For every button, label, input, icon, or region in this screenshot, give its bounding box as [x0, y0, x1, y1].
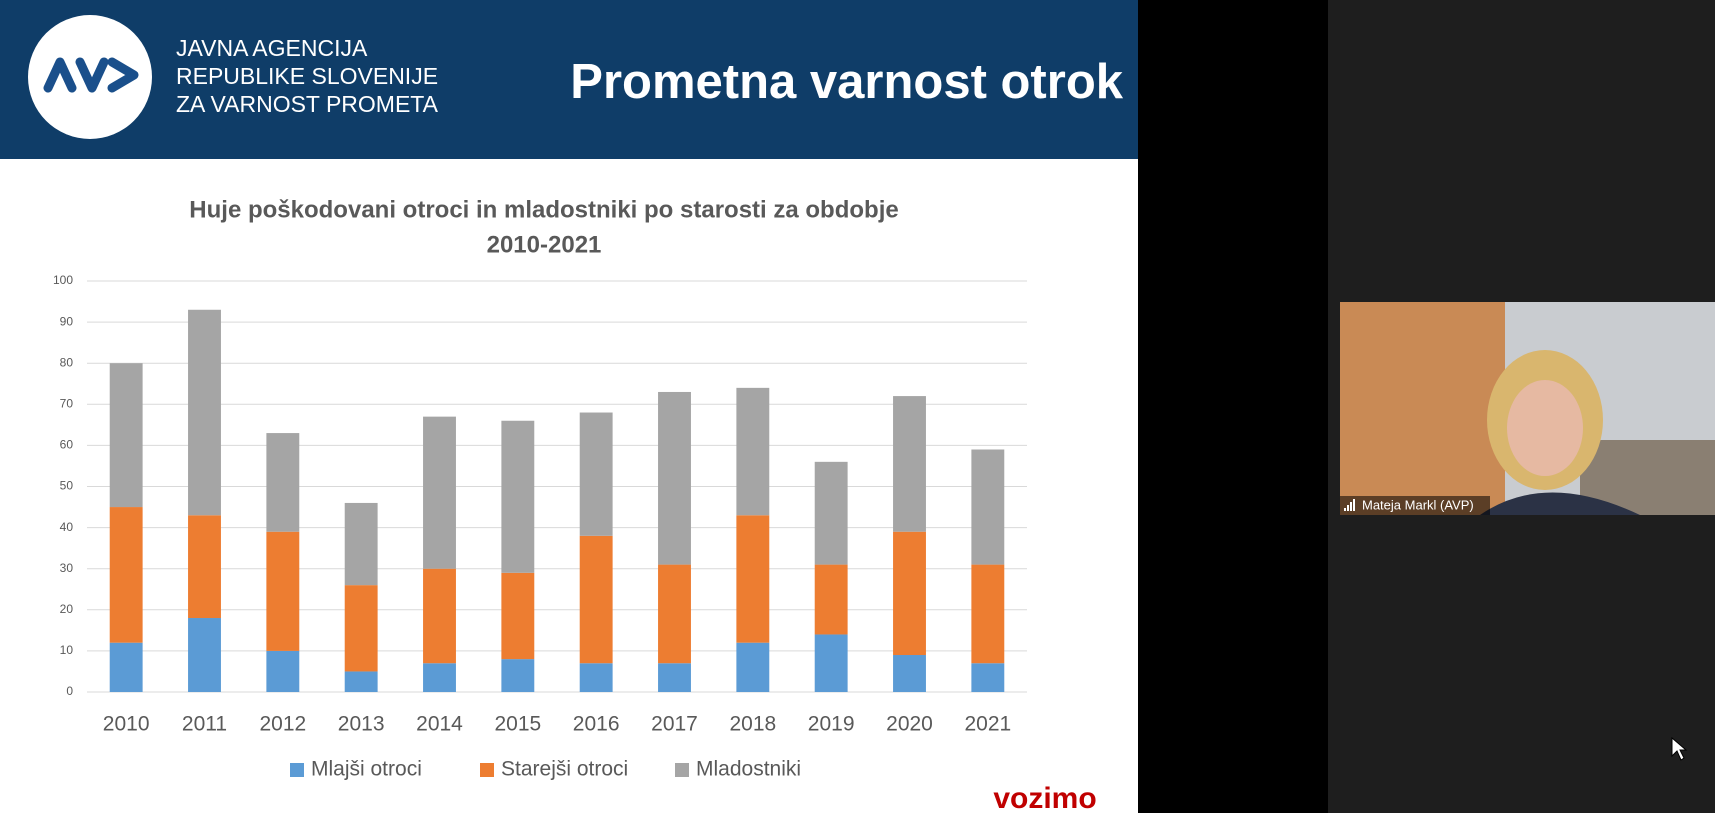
bar-segment	[893, 655, 926, 692]
bar-segment	[736, 642, 770, 692]
video-face	[1507, 380, 1583, 476]
x-tick-label: 2010	[103, 713, 150, 736]
legend-label: Starejši otroci	[501, 758, 628, 781]
x-tick-label: 2013	[338, 713, 385, 736]
bar-segment	[501, 572, 535, 660]
y-tick-label: 20	[60, 602, 74, 616]
bar-segment	[579, 412, 613, 536]
x-tick-label: 2012	[259, 713, 306, 736]
y-tick-label: 100	[53, 273, 73, 287]
bar-segment	[188, 618, 221, 692]
logo-text: JAVNA AGENCIJA	[176, 35, 368, 61]
x-tick-label: 2020	[886, 713, 933, 736]
x-tick-label: 2015	[494, 713, 541, 736]
bar-segment	[814, 461, 848, 565]
bar-segment	[344, 502, 378, 586]
bar-segment	[579, 535, 613, 664]
cursor	[1671, 736, 1688, 761]
x-tick-label: 2021	[964, 713, 1011, 736]
bar-segment	[344, 585, 378, 672]
legend-label: Mladostniki	[696, 758, 801, 781]
bar-segment	[893, 531, 926, 656]
bar-segment	[344, 671, 378, 692]
bar-segment	[266, 531, 300, 651]
video-body	[1480, 492, 1640, 515]
bar-segment	[736, 387, 770, 516]
y-tick-label: 30	[60, 561, 74, 575]
y-tick-label: 50	[60, 479, 74, 493]
bar-segment	[501, 420, 535, 573]
bar-segment	[109, 642, 143, 692]
x-tick-label: 2017	[651, 713, 698, 736]
y-tick-label: 80	[60, 355, 74, 369]
x-tick-label: 2016	[573, 713, 620, 736]
bar-segment	[658, 564, 691, 664]
bar-segment	[266, 650, 300, 692]
bar-segment	[109, 507, 143, 643]
footer-logo: vozimo	[993, 782, 1096, 813]
logo-text: ZA VARNOST PROMETA	[176, 91, 439, 117]
bar-segment	[501, 659, 535, 692]
logo-mark	[43, 57, 139, 93]
bar-segment	[814, 564, 848, 635]
bar-segment	[893, 396, 926, 532]
legend-swatch	[675, 763, 689, 777]
signal-icon	[1344, 499, 1355, 511]
y-tick-label: 40	[60, 520, 74, 534]
bar-segment	[109, 363, 143, 508]
legend-swatch	[290, 763, 304, 777]
y-tick-label: 70	[60, 396, 74, 410]
bar-segment	[971, 564, 1005, 664]
bar-segment	[579, 663, 613, 692]
participant-name: Mateja Markl (AVP)	[1362, 497, 1474, 512]
bar-segment	[188, 309, 221, 516]
legend-swatch	[480, 763, 494, 777]
bar-segment	[736, 515, 770, 643]
y-tick-label: 0	[66, 684, 73, 698]
bar-segment	[423, 663, 456, 692]
x-tick-label: 2019	[808, 713, 855, 736]
slide-title: Prometna varnost otrok	[570, 55, 1123, 109]
black-bar	[1138, 0, 1328, 813]
chart-title: Huje poškodovani otroci in mladostniki p…	[189, 196, 898, 223]
y-tick-label: 10	[60, 643, 74, 657]
video-tile: Mateja Markl (AVP)	[1340, 302, 1715, 515]
bar-segment	[658, 391, 691, 565]
bar-segment	[266, 433, 300, 532]
x-tick-label: 2011	[182, 713, 227, 736]
y-tick-label: 90	[60, 314, 74, 328]
slide-header	[0, 0, 1138, 159]
bar-segment	[188, 515, 221, 619]
logo-text: REPUBLIKE SLOVENIJE	[176, 63, 438, 89]
legend-label: Mlajši otroci	[311, 758, 422, 781]
bar-segment	[658, 663, 691, 692]
bar-segment	[423, 416, 456, 569]
bar-segment	[423, 568, 456, 664]
video-cabinet	[1340, 302, 1505, 515]
x-tick-label: 2014	[416, 713, 463, 736]
bar-segment	[814, 634, 848, 692]
x-tick-label: 2018	[729, 713, 776, 736]
y-tick-label: 60	[60, 438, 74, 452]
name-label-bg	[1340, 496, 1490, 515]
chart-title: 2010-2021	[487, 231, 602, 258]
bar-segment	[971, 663, 1005, 692]
bar-segment	[971, 449, 1005, 565]
